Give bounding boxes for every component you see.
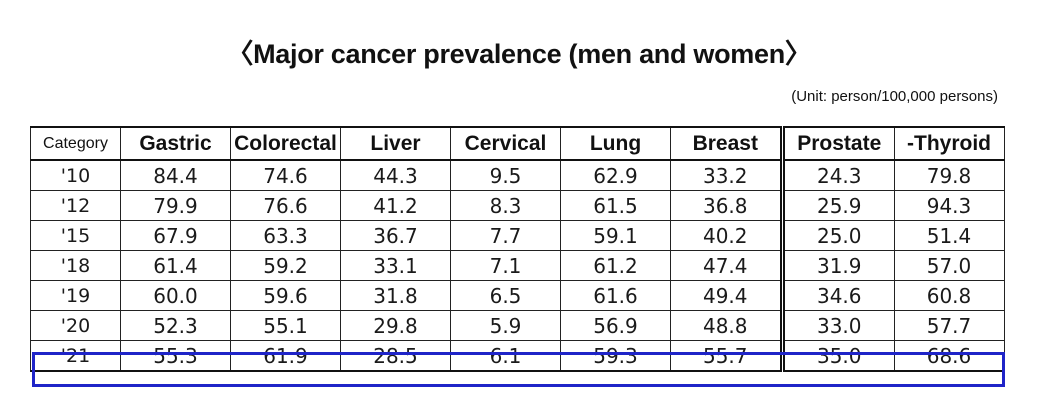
table-row: 25.9 94.3 [783, 190, 1005, 221]
column-header: Liver [340, 126, 451, 161]
chart-title: 〈Major cancer prevalence (men and women〉 [226, 39, 812, 69]
table-cell: 29.8 [340, 310, 451, 341]
table-cell: 68.6 [893, 340, 1005, 372]
table-row: 34.6 60.8 [783, 280, 1005, 311]
table-cell: 60.0 [120, 280, 231, 311]
table-cell: 34.6 [783, 280, 895, 311]
column-header: Lung [560, 126, 671, 161]
table-cell: 59.6 [230, 280, 341, 311]
table-cell: 7.1 [450, 250, 561, 281]
table-cell: 35.0 [783, 340, 895, 372]
table-row: '15 67.9 63.3 36.7 7.7 59.1 40.2 [30, 220, 782, 251]
table-cell: 5.9 [450, 310, 561, 341]
table-cell: 6.5 [450, 280, 561, 311]
unit-label: (Unit: person/100,000 persons) [791, 88, 998, 105]
table-cell: 59.3 [560, 340, 671, 372]
table-cell: 25.9 [783, 190, 895, 221]
column-header: Prostate [783, 126, 895, 161]
table-cell: 57.0 [893, 250, 1005, 281]
table-cell: 61.2 [560, 250, 671, 281]
row-year-cell: '20 [30, 310, 121, 341]
header-row: Prostate -Thyroid [783, 126, 1005, 161]
row-year-cell: '10 [30, 159, 121, 191]
table-cell: 6.1 [450, 340, 561, 372]
column-header: Colorectal [230, 126, 341, 161]
table-cell: 61.6 [560, 280, 671, 311]
prevalence-table-main: Category Gastric Colorectal Liver Cervic… [30, 126, 782, 372]
table-row: 24.3 79.8 [783, 159, 1005, 191]
table-cell: 9.5 [450, 159, 561, 191]
row-year-cell: '18 [30, 250, 121, 281]
table-cell: 41.2 [340, 190, 451, 221]
table-cell: 61.4 [120, 250, 231, 281]
table-cell: 55.1 [230, 310, 341, 341]
table-row: '18 61.4 59.2 33.1 7.1 61.2 47.4 [30, 250, 782, 281]
table-row: '20 52.3 55.1 29.8 5.9 56.9 48.8 [30, 310, 782, 341]
table-cell: 57.7 [893, 310, 1005, 341]
table-cell: 55.7 [670, 340, 782, 372]
table-cell: 62.9 [560, 159, 671, 191]
table-body-side: 24.3 79.8 25.9 94.3 25.0 51.4 31.9 57.0 34.6 60.8… [783, 159, 1005, 372]
table-cell: 8.3 [450, 190, 561, 221]
table-row: '10 84.4 74.6 44.3 9.5 62.9 33.2 [30, 159, 782, 191]
row-year-cell: '19 [30, 280, 121, 311]
table-row: '21 55.3 61.9 28.5 6.1 59.3 55.7 [30, 340, 782, 372]
column-header: -Thyroid [893, 126, 1005, 161]
table-cell: 36.8 [670, 190, 782, 221]
table-cell: 60.8 [893, 280, 1005, 311]
table-cell: 67.9 [120, 220, 231, 251]
table-cell: 33.0 [783, 310, 895, 341]
column-header: Cervical [450, 126, 561, 161]
table-body-main: '10 84.4 74.6 44.3 9.5 62.9 33.2'12 79.9 76.6 41.… [30, 159, 782, 372]
row-year-cell: '21 [30, 340, 121, 372]
column-header: Breast [670, 126, 782, 161]
table-cell: 25.0 [783, 220, 895, 251]
table-cell: 79.9 [120, 190, 231, 221]
table-cell: 44.3 [340, 159, 451, 191]
table-cell: 61.9 [230, 340, 341, 372]
table-cell: 47.4 [670, 250, 782, 281]
header-row: Category Gastric Colorectal Liver Cervic… [30, 126, 782, 161]
table-cell: 31.9 [783, 250, 895, 281]
table-cell: 61.5 [560, 190, 671, 221]
table-row: 31.9 57.0 [783, 250, 1005, 281]
table-cell: 52.3 [120, 310, 231, 341]
table-cell: 51.4 [893, 220, 1005, 251]
table-cell: 59.1 [560, 220, 671, 251]
table-cell: 94.3 [893, 190, 1005, 221]
column-header-category: Category [30, 126, 121, 161]
row-year-cell: '12 [30, 190, 121, 221]
prevalence-table-side: Prostate -Thyroid 24.3 79.8 25.9 94.3 25.0 51… [783, 126, 1005, 372]
table-cell: 48.8 [670, 310, 782, 341]
table-row: '19 60.0 59.6 31.8 6.5 61.6 49.4 [30, 280, 782, 311]
table-cell: 33.2 [670, 159, 782, 191]
table-cell: 49.4 [670, 280, 782, 311]
table-cell: 84.4 [120, 159, 231, 191]
table-cell: 63.3 [230, 220, 341, 251]
table-cell: 36.7 [340, 220, 451, 251]
table-cell: 74.6 [230, 159, 341, 191]
table-cell: 7.7 [450, 220, 561, 251]
table-row: 25.0 51.4 [783, 220, 1005, 251]
table-row: '12 79.9 76.6 41.2 8.3 61.5 36.8 [30, 190, 782, 221]
table-cell: 31.8 [340, 280, 451, 311]
table-cell: 55.3 [120, 340, 231, 372]
table-cell: 76.6 [230, 190, 341, 221]
table-row: 33.0 57.7 [783, 310, 1005, 341]
table-row: 35.0 68.6 [783, 340, 1005, 372]
table-cell: 40.2 [670, 220, 782, 251]
row-year-cell: '15 [30, 220, 121, 251]
column-header: Gastric [120, 126, 231, 161]
table-cell: 28.5 [340, 340, 451, 372]
table-cell: 59.2 [230, 250, 341, 281]
table-cell: 79.8 [893, 159, 1005, 191]
table-cell: 24.3 [783, 159, 895, 191]
table-cell: 33.1 [340, 250, 451, 281]
table-cell: 56.9 [560, 310, 671, 341]
